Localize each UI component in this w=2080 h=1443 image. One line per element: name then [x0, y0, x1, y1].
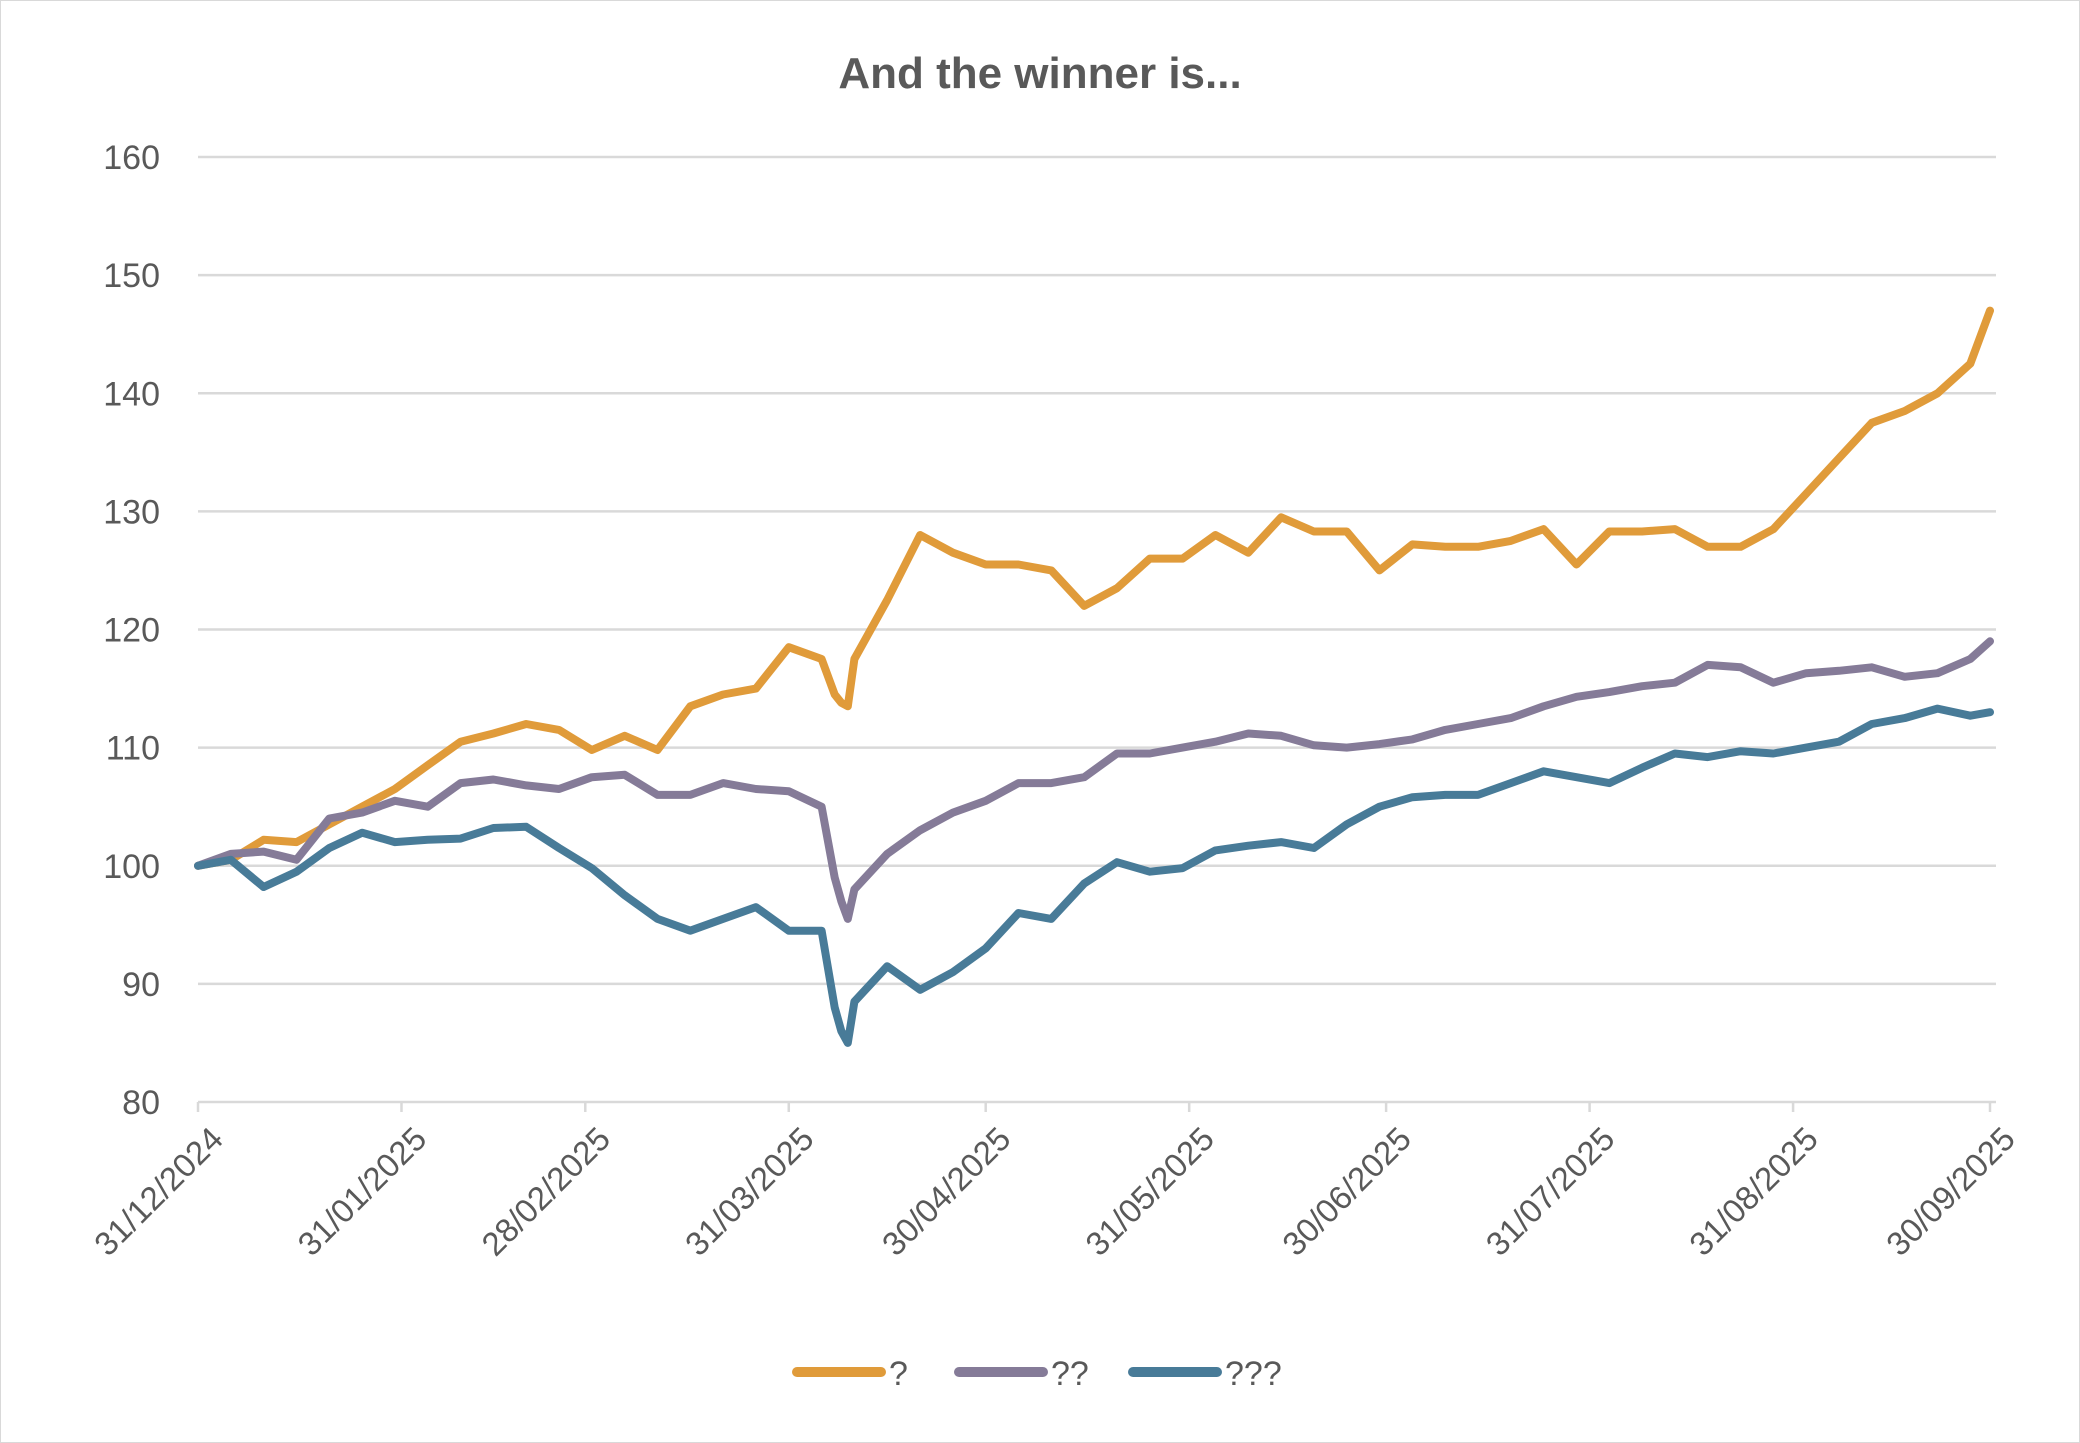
x-tick-label: 30/06/2025: [1275, 1120, 1418, 1263]
y-tick-label: 90: [122, 966, 160, 1004]
chart-title: And the winner is...: [838, 49, 1241, 98]
x-tick-label: 31/08/2025: [1682, 1120, 1825, 1263]
x-tick-label: 31/12/2024: [87, 1120, 230, 1263]
legend-item: ???: [1128, 1355, 1282, 1393]
y-tick-label: 160: [103, 139, 160, 177]
x-tick-label: 31/01/2025: [290, 1120, 433, 1263]
y-tick-label: 150: [103, 257, 160, 295]
x-tick-label: 28/02/2025: [474, 1120, 617, 1263]
series-line-3: [194, 704, 1994, 1047]
y-tick-label: 100: [103, 848, 160, 886]
legend-item: ??: [954, 1355, 1089, 1393]
series-line-2: [194, 637, 1994, 923]
series-line-1: [194, 306, 1994, 870]
x-tick-label: 31/03/2025: [678, 1120, 821, 1263]
x-tick-label: 31/07/2025: [1479, 1120, 1622, 1263]
legend-item: ?: [792, 1355, 908, 1393]
gridlines: [198, 155, 1996, 986]
legend: ??????: [792, 1355, 1282, 1393]
y-tick-label: 140: [103, 375, 160, 413]
x-axis: 31/12/2024 31/01/2025 28/02/2025 31/03/2025…: [87, 1100, 2022, 1263]
y-tick-label: 120: [103, 612, 160, 650]
legend-label: ?: [889, 1355, 908, 1393]
y-tick-label: 130: [103, 493, 160, 531]
y-tick-label: 80: [122, 1084, 160, 1122]
y-tick-label: 110: [106, 730, 160, 768]
x-tick-label: 30/09/2025: [1879, 1120, 2022, 1263]
legend-label: ??: [1051, 1355, 1089, 1393]
y-axis: 80 90 100 110 120 130 140 150 160: [103, 139, 160, 1122]
legend-label: ???: [1225, 1355, 1282, 1393]
x-tick-label: 30/04/2025: [875, 1120, 1018, 1263]
series-lines: [194, 306, 1994, 1047]
x-tick-label: 31/05/2025: [1078, 1120, 1221, 1263]
